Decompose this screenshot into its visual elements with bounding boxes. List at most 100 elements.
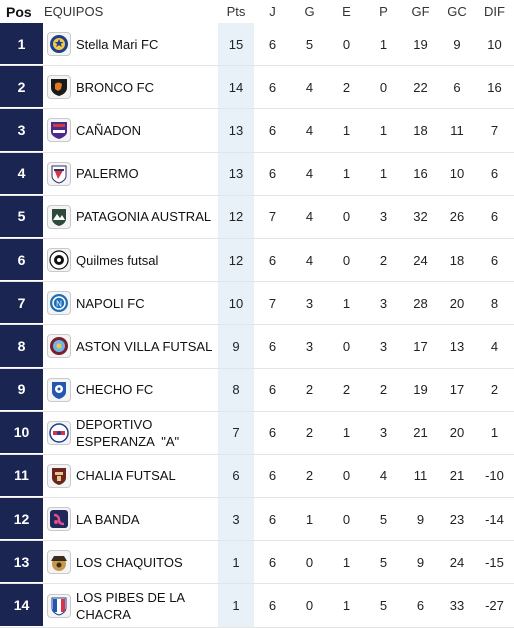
table-row[interactable]: 1 Stella Mari FC 15 6 5 0 1 19 9 10 [0,23,514,67]
team-cell[interactable]: BRONCO FC [43,66,218,108]
table-row[interactable]: 3 CAÑADON 13 6 4 1 1 18 11 7 [0,109,514,153]
position-cell: 10 [0,411,43,454]
lost-cell: 3 [379,295,388,311]
team-cell[interactable]: DEPORTIVO ESPERANZA "A" [43,412,218,454]
team-cell[interactable]: CAÑADON [43,109,218,151]
team-name[interactable]: BRONCO FC [76,79,154,95]
played-cell: 6 [268,468,277,484]
team-name[interactable]: PALERMO [76,166,139,182]
won-cell: 4 [305,122,314,138]
table-row[interactable]: 13 LOS CHAQUITOS 1 6 0 1 5 9 24 -15 [0,541,514,585]
team-name[interactable]: CHECHO FC [76,382,154,398]
table-row[interactable]: 11 CHALIA FUTSAL 6 6 2 0 4 11 21 -10 [0,454,514,499]
header-team: EQUIPOS [44,4,104,19]
team-cell[interactable]: CHALIA FUTSAL [43,455,218,497]
played-cell: 6 [268,36,277,52]
goal-difference-cell: 8 [490,295,499,311]
aston-villa-crest-icon [47,334,71,359]
team-name[interactable]: LA BANDA [76,511,140,527]
won-cell: 4 [305,252,314,268]
header-dif: DIF [484,4,505,19]
goals-for-cell: 28 [413,295,428,311]
team-cell[interactable]: Stella Mari FC [43,23,218,65]
chalia-crest-icon [47,463,71,488]
goal-difference-cell: 6 [490,166,499,182]
played-cell: 6 [268,166,277,182]
won-cell: 4 [305,79,314,95]
won-cell: 4 [305,209,314,225]
team-name[interactable]: Quilmes futsal [76,252,159,268]
team-cell[interactable]: LA BANDA [43,498,218,540]
table-row[interactable]: 10 DEPORTIVO ESPERANZA "A" 7 6 2 1 3 21 20 1 [0,411,514,455]
position-cell: 3 [0,109,43,152]
table-row[interactable]: 4 PALERMO 13 6 4 1 1 16 10 6 [0,152,514,196]
table-row[interactable]: 6 Quilmes futsal 12 6 4 0 2 24 18 6 [0,238,514,283]
goals-for-cell: 32 [413,209,428,225]
table-row[interactable]: 12 LA BANDA 3 6 1 0 5 9 23 -14 [0,498,514,542]
team-cell[interactable]: CHECHO FC [43,369,218,411]
position-cell: 13 [0,541,43,584]
goal-difference-cell: 6 [490,209,499,225]
header-gf: GF [411,4,430,19]
points-cell: 1 [218,541,254,584]
goals-against-cell: 10 [449,166,465,182]
team-name[interactable]: ASTON VILLA FUTSAL [76,338,213,354]
played-cell: 6 [268,122,277,138]
table-row[interactable]: 8 ASTON VILLA FUTSAL 9 6 3 0 3 17 13 4 [0,325,514,369]
played-cell: 6 [268,425,277,441]
goals-for-cell: 18 [413,122,428,138]
table-row[interactable]: 9 CHECHO FC 8 6 2 2 2 19 17 2 [0,368,514,412]
goals-for-cell: 9 [416,554,425,570]
goals-for-cell: 16 [413,166,428,182]
team-name[interactable]: CAÑADON [76,122,142,138]
team-cell[interactable]: LOS PIBES DE LA CHACRA [43,584,218,626]
goals-against-cell: 17 [449,382,465,398]
points-cell: 14 [218,66,254,109]
table-row[interactable]: 5 PATAGONIA AUSTRAL 12 7 4 0 3 32 26 6 [0,195,514,239]
goals-against-cell: 23 [449,511,465,527]
team-cell[interactable]: PATAGONIA AUSTRAL [43,196,218,238]
table-row[interactable]: 14 LOS PIBES DE LA CHACRA 1 6 0 1 5 6 33 -27 [0,584,514,628]
team-cell[interactable]: PALERMO [43,153,218,195]
won-cell: 3 [305,338,314,354]
table-body: 1 Stella Mari FC 15 6 5 0 1 19 9 10 2 BRONCO FC 14 6 4… [0,23,514,628]
header-e: E [342,4,351,19]
team-name[interactable]: CHALIA FUTSAL [76,468,176,484]
drawn-cell: 1 [342,166,351,182]
canadon-crest-icon [47,118,71,143]
team-cell[interactable]: LOS CHAQUITOS [43,541,218,583]
played-cell: 7 [268,209,277,225]
lost-cell: 1 [379,122,388,138]
team-cell[interactable]: N NAPOLI FC [43,282,218,324]
goals-against-cell: 26 [449,209,465,225]
deportivo-esperanza-crest-icon [47,420,71,445]
table-row[interactable]: 7 N NAPOLI FC 10 7 3 1 3 28 20 8 [0,282,514,326]
header-p: P [379,4,388,19]
goals-for-cell: 9 [416,511,425,527]
team-cell[interactable]: ASTON VILLA FUTSAL [43,325,218,367]
header-j: J [269,4,276,19]
lost-cell: 2 [379,382,388,398]
team-name[interactable]: LOS CHAQUITOS [76,554,183,570]
goals-against-cell: 20 [449,425,465,441]
played-cell: 6 [268,598,277,614]
won-cell: 5 [305,36,314,52]
goals-against-cell: 21 [449,468,465,484]
goal-difference-cell: -10 [485,468,504,484]
played-cell: 6 [268,252,277,268]
table-row[interactable]: 2 BRONCO FC 14 6 4 2 0 22 6 16 [0,66,514,110]
goals-against-cell: 20 [449,295,465,311]
team-cell[interactable]: Quilmes futsal [43,239,218,281]
team-name[interactable]: LOS PIBES DE LA CHACRA [76,589,186,622]
lost-cell: 5 [379,511,388,527]
team-name[interactable]: Stella Mari FC [76,36,159,52]
points-cell: 15 [218,23,254,66]
won-cell: 1 [305,511,314,527]
goals-against-cell: 33 [449,598,465,614]
header-g: G [304,4,315,19]
played-cell: 6 [268,554,277,570]
team-name[interactable]: PATAGONIA AUSTRAL [76,209,212,225]
team-name[interactable]: NAPOLI FC [76,295,145,311]
played-cell: 6 [268,79,277,95]
team-name[interactable]: DEPORTIVO ESPERANZA "A" [76,416,180,449]
